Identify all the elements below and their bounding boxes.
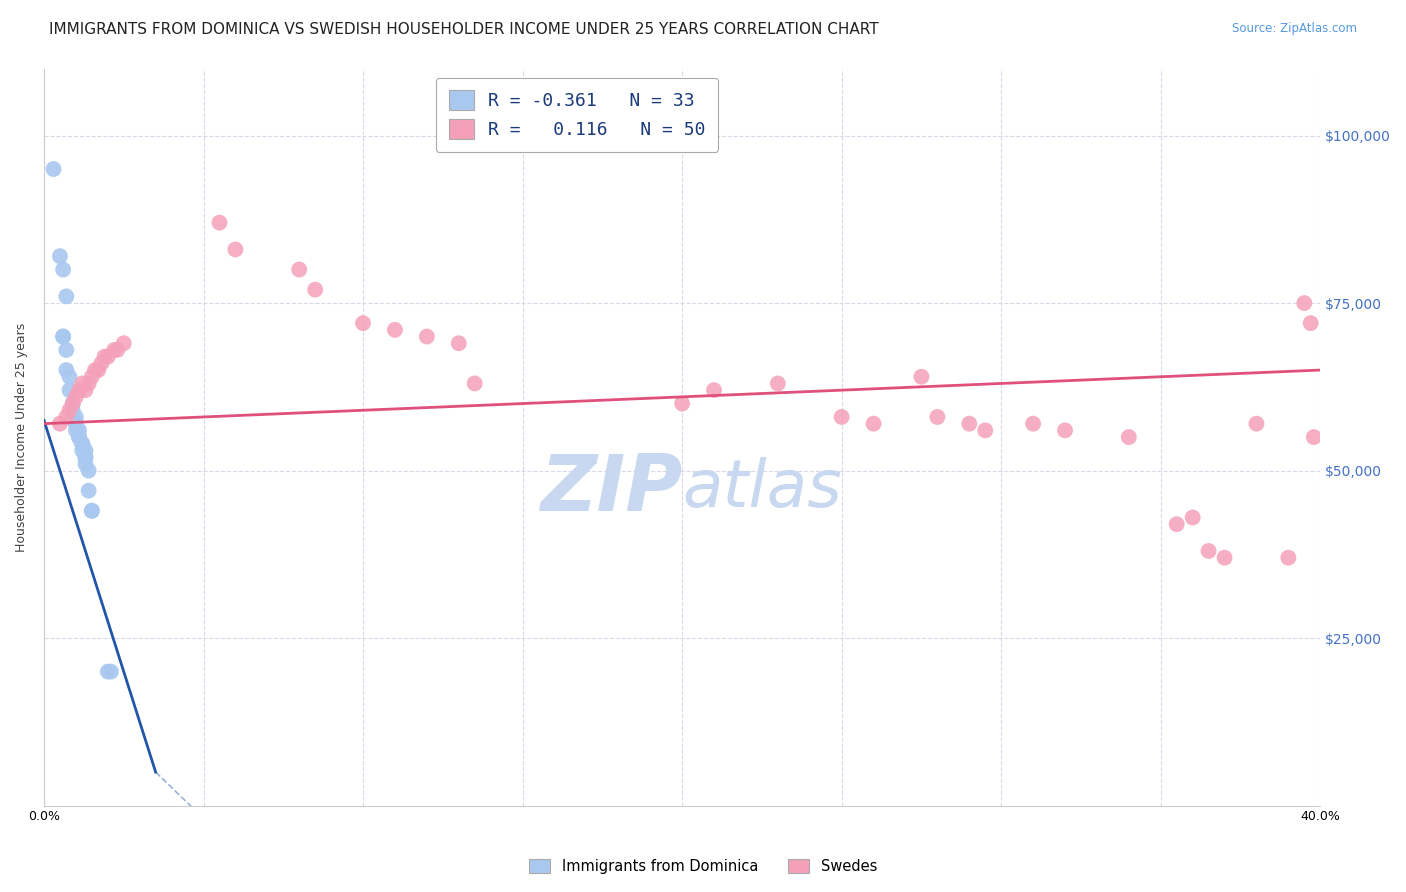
Point [65, 423, 87, 437]
Legend: R = -0.361   N = 33, R =   0.116   N = 50: R = -0.361 N = 33, R = 0.116 N = 50 [436, 78, 718, 152]
Point [75, 383, 97, 397]
Point [1181, 510, 1204, 524]
Point [72, 437, 94, 451]
Point [62, 396, 84, 410]
Point [1302, 430, 1324, 444]
Y-axis label: Householder Income Under 25 years: Householder Income Under 25 years [15, 322, 28, 551]
Point [957, 417, 980, 431]
Point [288, 262, 311, 277]
Point [105, 343, 128, 357]
Point [90, 356, 112, 370]
Point [65, 409, 87, 424]
Point [67, 383, 90, 397]
Point [1294, 296, 1316, 310]
Point [55, 289, 77, 303]
Point [75, 443, 97, 458]
Point [65, 390, 87, 404]
Text: IMMIGRANTS FROM DOMINICA VS SWEDISH HOUSEHOLDER INCOME UNDER 25 YEARS CORRELATIO: IMMIGRANTS FROM DOMINICA VS SWEDISH HOUS… [49, 22, 879, 37]
Point [224, 243, 246, 257]
Point [75, 450, 97, 465]
Text: atlas: atlas [682, 457, 842, 521]
Point [77, 376, 100, 391]
Point [1022, 417, 1045, 431]
Point [58, 369, 80, 384]
Point [80, 504, 103, 518]
Point [77, 464, 100, 478]
Point [49, 249, 72, 263]
Point [1166, 517, 1188, 532]
Point [671, 396, 693, 410]
Point [42, 161, 65, 176]
Point [1299, 316, 1322, 330]
Point [58, 403, 80, 417]
Point [62, 403, 84, 417]
Point [72, 437, 94, 451]
Point [75, 457, 97, 471]
Point [208, 216, 231, 230]
Point [910, 369, 932, 384]
Point [80, 504, 103, 518]
Point [49, 417, 72, 431]
Point [384, 323, 406, 337]
Text: ZIP: ZIP [540, 450, 682, 526]
Point [72, 376, 94, 391]
Point [67, 423, 90, 437]
Point [304, 283, 326, 297]
Point [75, 450, 97, 465]
Point [1277, 550, 1299, 565]
Point [112, 336, 135, 351]
Point [77, 483, 100, 498]
Point [80, 369, 103, 384]
Point [464, 376, 486, 391]
Point [97, 665, 120, 679]
Legend: Immigrants from Dominica, Swedes: Immigrants from Dominica, Swedes [523, 854, 883, 880]
Point [974, 423, 997, 437]
Point [831, 409, 853, 424]
Point [416, 329, 439, 343]
Point [72, 443, 94, 458]
Point [52, 262, 75, 277]
Point [766, 376, 789, 391]
Point [65, 417, 87, 431]
Point [447, 336, 470, 351]
Point [1246, 417, 1268, 431]
Point [84, 363, 107, 377]
Point [93, 350, 115, 364]
Point [1053, 423, 1076, 437]
Point [87, 363, 110, 377]
Point [703, 383, 725, 397]
Point [52, 329, 75, 343]
Point [55, 409, 77, 424]
Point [58, 383, 80, 397]
Point [927, 409, 949, 424]
Point [100, 665, 122, 679]
Point [97, 350, 120, 364]
Point [52, 329, 75, 343]
Point [862, 417, 884, 431]
Point [67, 430, 90, 444]
Point [65, 417, 87, 431]
Point [103, 343, 125, 357]
Point [1198, 544, 1220, 558]
Point [55, 363, 77, 377]
Point [1213, 550, 1236, 565]
Point [352, 316, 374, 330]
Point [1118, 430, 1140, 444]
Point [62, 396, 84, 410]
Point [72, 437, 94, 451]
Point [67, 430, 90, 444]
Point [55, 343, 77, 357]
Text: Source: ZipAtlas.com: Source: ZipAtlas.com [1232, 22, 1357, 36]
Point [67, 430, 90, 444]
